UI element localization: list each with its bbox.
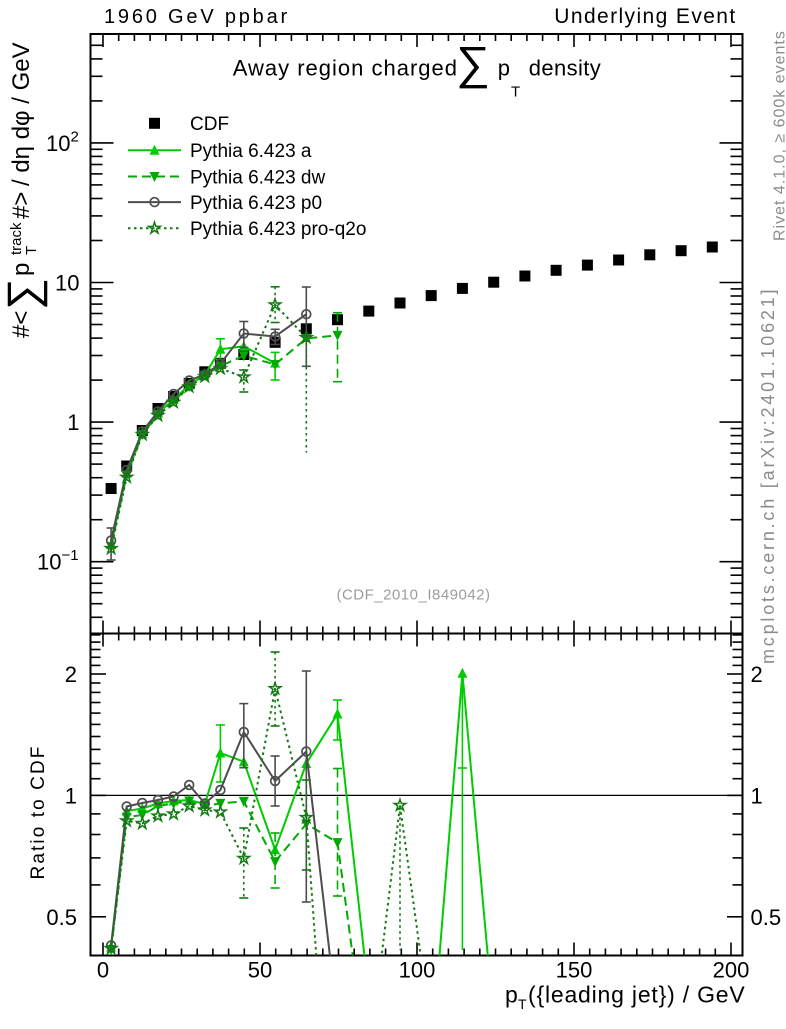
- svg-text:10: 10: [55, 271, 79, 296]
- svg-text:T: T: [23, 246, 40, 255]
- svg-text:T: T: [518, 996, 527, 1012]
- svg-text:200: 200: [713, 958, 750, 983]
- svg-text:density: density: [529, 56, 602, 81]
- svg-text:#<: #<: [8, 311, 35, 338]
- svg-text:Pythia 6.423 dw: Pythia 6.423 dw: [190, 167, 325, 188]
- svg-text:0.5: 0.5: [751, 905, 782, 930]
- svg-text:2: 2: [71, 128, 79, 145]
- svg-text:CDF: CDF: [190, 114, 229, 135]
- svg-text:2: 2: [65, 662, 77, 687]
- svg-text:Pythia 6.423 pro-q2o: Pythia 6.423 pro-q2o: [190, 219, 366, 240]
- svg-text:∑: ∑: [0, 278, 48, 310]
- svg-text:2: 2: [751, 662, 763, 687]
- svg-text:T: T: [511, 84, 520, 101]
- svg-text:0.5: 0.5: [46, 905, 77, 930]
- svg-text:#>: #>: [8, 192, 35, 219]
- svg-text:mcplots.cern.ch [arXiv:2401.10: mcplots.cern.ch [arXiv:2401.10621]: [758, 287, 778, 664]
- svg-text:p: p: [498, 56, 510, 81]
- svg-text:Pythia 6.423 a: Pythia 6.423 a: [190, 141, 312, 162]
- svg-text:(CDF_2010_I849042): (CDF_2010_I849042): [336, 587, 490, 604]
- svg-text:Pythia 6.423 p0: Pythia 6.423 p0: [190, 193, 322, 214]
- svg-text:Away region charged: Away region charged: [233, 56, 458, 81]
- svg-text:1960 GeV ppbar: 1960 GeV ppbar: [104, 6, 290, 28]
- svg-text:50: 50: [248, 958, 272, 983]
- svg-text:/ dη dφ / GeV: / dη dφ / GeV: [8, 42, 35, 186]
- svg-text:1: 1: [65, 783, 77, 808]
- svg-text:∑: ∑: [456, 37, 490, 89]
- svg-text:−1: −1: [62, 547, 79, 564]
- svg-text:({leading jet}) / GeV: ({leading jet}) / GeV: [528, 982, 746, 1008]
- svg-text:0: 0: [97, 958, 109, 983]
- svg-text:1: 1: [67, 410, 79, 435]
- svg-text:10: 10: [37, 550, 61, 575]
- svg-text:p: p: [8, 263, 35, 276]
- svg-text:100: 100: [399, 958, 436, 983]
- svg-text:Underlying Event: Underlying Event: [554, 5, 736, 28]
- svg-text:Ratio to CDF: Ratio to CDF: [28, 744, 49, 879]
- svg-text:10: 10: [46, 131, 70, 156]
- svg-text:p: p: [505, 982, 518, 1008]
- svg-text:Rivet 4.1.0, ≥ 600k events: Rivet 4.1.0, ≥ 600k events: [772, 30, 786, 241]
- svg-text:1: 1: [751, 783, 763, 808]
- svg-text:150: 150: [556, 958, 593, 983]
